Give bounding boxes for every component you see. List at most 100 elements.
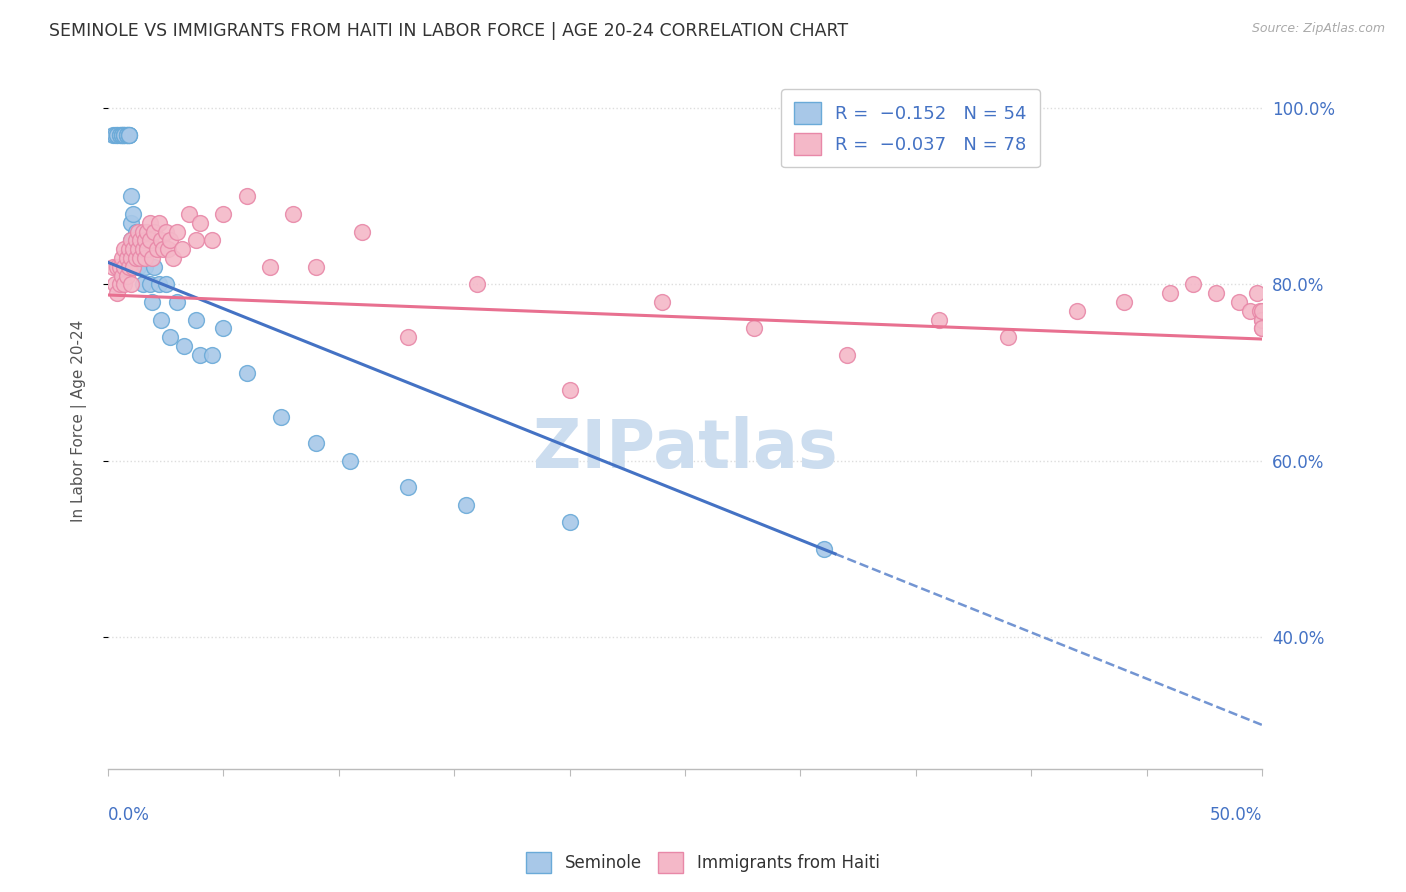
Point [281,207,304,221]
Point [122,260,145,274]
Point [118,260,141,274]
Point [148,216,170,230]
Point [122,233,145,247]
Point [112,242,135,256]
Point [1251,321,1274,335]
Point [122,207,145,221]
Point [125,225,148,239]
Text: 50.0%: 50.0% [1209,806,1263,824]
Point [1181,277,1204,292]
Point [143,260,166,274]
Point [396,330,419,344]
Point [120,251,142,265]
Point [118,128,141,142]
Point [105,260,128,274]
Point [120,189,142,203]
Point [125,233,148,247]
Point [111,268,134,283]
Point [108,128,131,142]
Point [138,216,160,230]
Point [143,225,166,239]
Point [108,260,131,274]
Point [1251,312,1274,326]
Text: Source: ZipAtlas.com: Source: ZipAtlas.com [1251,22,1385,36]
Point [141,295,163,310]
Point [928,312,950,326]
Point [212,321,235,335]
Point [201,348,224,362]
Point [129,251,152,265]
Point [127,260,149,274]
Point [118,128,141,142]
Point [467,277,489,292]
Legend: R =  −0.152   N = 54, R =  −0.037   N = 78: R = −0.152 N = 54, R = −0.037 N = 78 [782,89,1039,168]
Point [112,277,135,292]
Point [150,233,173,247]
Point [159,233,181,247]
Point [184,233,207,247]
Point [305,436,328,450]
Point [166,225,188,239]
Point [166,295,188,310]
Point [558,516,581,530]
Point [138,233,160,247]
Point [115,128,138,142]
Legend: Seminole, Immigrants from Haiti: Seminole, Immigrants from Haiti [520,846,886,880]
Text: ZIPatlas: ZIPatlas [533,416,838,482]
Point [201,233,224,247]
Point [1227,295,1250,310]
Point [105,128,128,142]
Point [155,277,177,292]
Point [112,128,135,142]
Point [115,251,138,265]
Point [177,207,200,221]
Point [115,128,138,142]
Point [134,260,156,274]
Y-axis label: In Labor Force | Age 20-24: In Labor Force | Age 20-24 [72,320,87,522]
Point [454,498,477,512]
Point [813,541,835,556]
Point [136,242,159,256]
Point [120,251,142,265]
Point [112,128,135,142]
Point [162,251,184,265]
Point [105,128,128,142]
Point [1246,286,1268,301]
Point [112,260,135,274]
Point [127,225,149,239]
Point [1159,286,1181,301]
Point [127,233,149,247]
Point [170,242,193,256]
Point [997,330,1019,344]
Point [159,330,181,344]
Point [129,251,152,265]
Point [115,128,138,142]
Point [190,216,212,230]
Point [136,242,159,256]
Point [270,409,292,424]
Point [1066,303,1088,318]
Point [235,366,257,380]
Point [155,225,177,239]
Point [104,128,127,142]
Point [111,251,134,265]
Point [111,128,134,142]
Point [131,251,153,265]
Point [104,277,127,292]
Text: 0.0%: 0.0% [108,806,150,824]
Point [742,321,765,335]
Point [105,286,128,301]
Point [134,251,156,265]
Point [131,225,153,239]
Point [152,242,174,256]
Point [131,277,153,292]
Point [150,312,173,326]
Point [350,225,373,239]
Point [120,216,142,230]
Point [235,189,257,203]
Point [651,295,673,310]
Point [118,242,141,256]
Text: SEMINOLE VS IMMIGRANTS FROM HAITI IN LABOR FORCE | AGE 20-24 CORRELATION CHART: SEMINOLE VS IMMIGRANTS FROM HAITI IN LAB… [49,22,848,40]
Point [131,242,153,256]
Point [138,277,160,292]
